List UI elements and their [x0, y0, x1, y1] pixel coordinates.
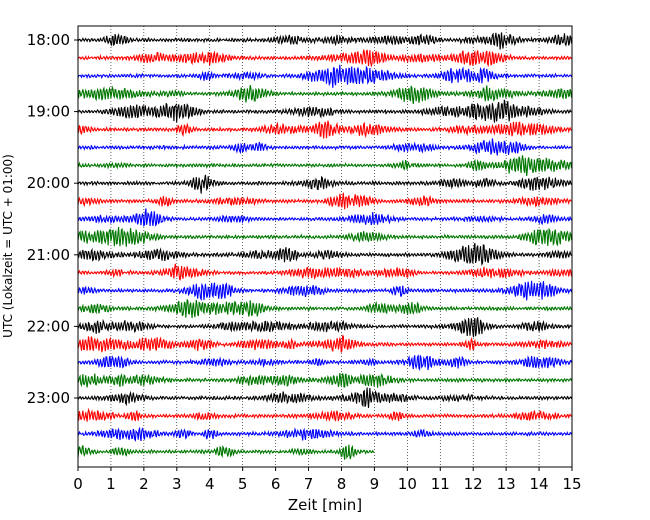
- trace-2315: [77, 407, 572, 422]
- x-tick-label: 4: [205, 475, 215, 493]
- trace-2345: [77, 444, 375, 460]
- x-tick-label: 11: [431, 475, 450, 493]
- trace-2130: [77, 280, 573, 302]
- y-tick-label: 22:00: [27, 317, 70, 335]
- trace-2300: [77, 387, 573, 408]
- trace-2045: [77, 226, 573, 247]
- trace-2015: [77, 192, 572, 210]
- trace-2245: [77, 372, 573, 388]
- trace-1800: [77, 32, 573, 50]
- x-tick-label: 15: [562, 475, 581, 493]
- x-tick-label: 3: [172, 475, 182, 493]
- trace-1915: [77, 120, 572, 139]
- trace-2100: [77, 242, 572, 267]
- trace-2230: [77, 354, 573, 372]
- x-tick-label: 2: [139, 475, 149, 493]
- y-axis-label: UTC (Lokalzeit = UTC + 01:00): [1, 154, 15, 338]
- trace-1930: [77, 138, 572, 156]
- trace-2145: [77, 299, 573, 319]
- trace-2000: [77, 174, 573, 194]
- y-tick-label: 21:00: [27, 246, 70, 264]
- trace-1900: [77, 99, 572, 123]
- x-tick-label: 9: [370, 475, 380, 493]
- trace-1830: [77, 64, 573, 88]
- y-tick-label: 18:00: [27, 31, 70, 49]
- trace-1945: [77, 155, 573, 177]
- y-tick-label: 19:00: [27, 103, 70, 121]
- x-tick-label: 10: [398, 475, 417, 493]
- y-tick-label: 20:00: [27, 174, 70, 192]
- x-axis-label: Zeit [min]: [288, 496, 362, 514]
- x-tick-label: 0: [73, 475, 83, 493]
- y-axis: 18:00 19:00 20:00 21:00 22:00 23:00: [27, 31, 78, 407]
- x-tick-label: 7: [304, 475, 314, 493]
- plot-frame: [77, 25, 573, 468]
- x-tick-label: 8: [337, 475, 347, 493]
- x-tick-label: 1: [106, 475, 116, 493]
- x-tick-label: 13: [497, 475, 516, 493]
- x-tick-label: 5: [238, 475, 248, 493]
- x-axis: 0 1 2 3 4 5 6 7 8 9 10 11 12 13 14 15: [73, 467, 582, 493]
- x-tick-label: 14: [530, 475, 549, 493]
- trace-1815: [77, 49, 572, 68]
- trace-1845: [77, 85, 573, 104]
- x-tick-label: 6: [271, 475, 281, 493]
- x-tick-label: 12: [464, 475, 483, 493]
- trace-2030: [77, 208, 573, 227]
- trace-2115: [77, 263, 573, 281]
- y-tick-label: 23:00: [27, 389, 70, 407]
- trace-2215: [77, 335, 572, 353]
- trace-2200: [77, 317, 572, 338]
- trace-group: [77, 32, 573, 460]
- trace-2330: [77, 426, 573, 442]
